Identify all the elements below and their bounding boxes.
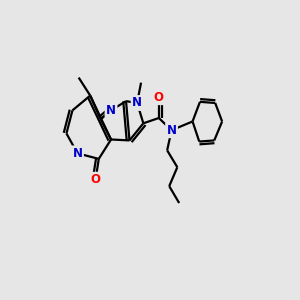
Text: O: O <box>91 173 100 186</box>
Text: N: N <box>132 97 142 110</box>
Text: N: N <box>167 124 176 137</box>
Text: O: O <box>154 91 164 104</box>
Text: N: N <box>73 147 82 160</box>
Text: N: N <box>106 104 116 117</box>
